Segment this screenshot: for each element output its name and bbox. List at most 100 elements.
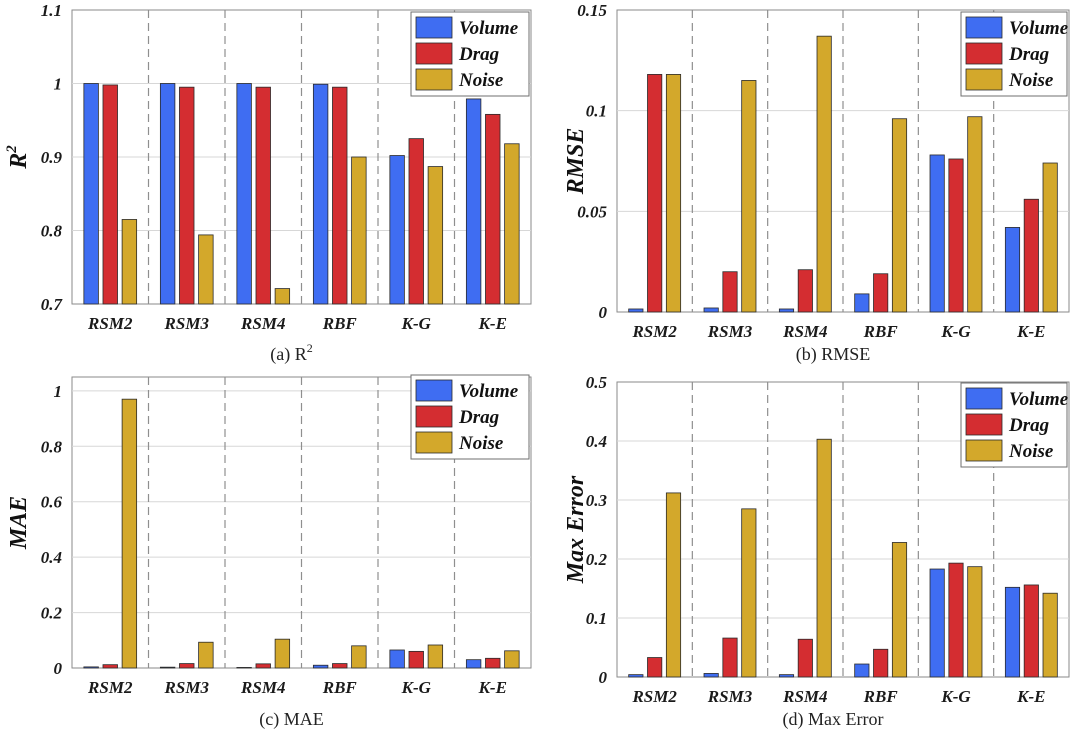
bar-drag-rbf	[873, 648, 889, 678]
x-category-label: RSM2	[631, 322, 677, 341]
x-category-label: K-G	[401, 678, 432, 697]
bar-noise-k-g	[967, 566, 983, 678]
bar-noise-k-g	[967, 116, 983, 313]
legend-swatch-noise	[965, 68, 1003, 91]
bar-drag-rsm4	[797, 269, 813, 313]
bar-drag-k-e	[1023, 584, 1039, 678]
legend-swatch-volume	[965, 387, 1003, 410]
y-axis-label-superscript: 2	[4, 145, 20, 154]
bar-noise-rbf	[351, 645, 367, 669]
y-axis-label-text: MAE	[6, 496, 32, 550]
x-category-label: RSM3	[164, 314, 210, 333]
y-tick-label: 0.2	[586, 550, 608, 569]
bar-drag-k-g	[408, 650, 424, 669]
bar-volume-rsm4	[778, 308, 795, 313]
bar-drag-rsm3	[722, 637, 738, 678]
y-tick-label: 0.05	[577, 202, 607, 221]
x-category-label: RSM4	[782, 322, 827, 341]
x-category-label: K-G	[940, 687, 971, 706]
y-axis-label: MAE	[6, 496, 32, 550]
y-tick-label: 0.2	[41, 604, 63, 623]
panel-caption-text: (a) R	[270, 344, 306, 365]
y-tick-label: 0.1	[586, 609, 607, 628]
bar-volume-rsm3	[159, 83, 176, 305]
x-category-label: RSM4	[782, 687, 827, 706]
bar-drag-k-g	[948, 158, 964, 313]
bar-drag-rsm2	[102, 664, 118, 669]
bar-drag-rsm2	[647, 74, 663, 313]
bar-noise-rsm4	[274, 288, 291, 305]
bar-noise-rbf	[891, 118, 908, 313]
y-axis-label: Max Error	[563, 475, 589, 584]
x-category-label: RBF	[863, 322, 899, 341]
bar-volume-rsm4	[236, 667, 252, 669]
bar-noise-rsm3	[198, 234, 214, 305]
legend-swatch-drag	[415, 405, 453, 428]
bar-drag-rsm3	[179, 86, 195, 305]
panel-caption-superscript: 2	[307, 341, 313, 355]
y-tick-label: 0.15	[577, 1, 607, 20]
bar-noise-rbf	[351, 156, 367, 305]
bar-drag-k-g	[408, 138, 424, 305]
bar-volume-rsm3	[703, 673, 719, 678]
bar-noise-rsm3	[198, 641, 214, 669]
legend-swatch-noise	[965, 439, 1003, 462]
legend-label-drag: Drag	[1008, 415, 1049, 436]
bar-noise-k-e	[1042, 162, 1058, 313]
legend-swatch-drag	[965, 42, 1003, 65]
bar-volume-rsm4	[236, 83, 252, 305]
bar-volume-rbf	[854, 293, 870, 313]
bar-volume-k-g	[929, 154, 945, 313]
legend-label-noise: Noise	[1008, 70, 1054, 91]
bar-drag-k-e	[1023, 198, 1039, 313]
bar-noise-rsm3	[741, 80, 757, 313]
bar-volume-rbf	[854, 663, 870, 678]
bar-volume-rsm4	[778, 674, 795, 678]
bar-drag-rsm4	[255, 86, 271, 305]
panel-caption-text: (b) RMSE	[796, 344, 871, 365]
bar-volume-rbf	[312, 83, 329, 305]
panel-caption-text: (c) MAE	[259, 709, 323, 730]
x-category-label: RSM3	[707, 322, 753, 341]
legend-swatch-noise	[415, 68, 453, 91]
bar-drag-rsm2	[647, 657, 663, 678]
x-category-label: RBF	[322, 314, 358, 333]
x-category-label: RBF	[322, 678, 358, 697]
bar-volume-rsm2	[628, 674, 644, 678]
legend-label-volume: Volume	[1009, 18, 1069, 39]
bar-drag-k-e	[485, 657, 501, 669]
bar-volume-k-e	[1004, 586, 1021, 678]
bar-noise-k-g	[427, 166, 444, 305]
y-axis-label-text: RMSE	[563, 128, 589, 196]
bar-noise-k-e	[1042, 592, 1058, 678]
legend-label-noise: Noise	[1008, 441, 1054, 462]
bar-volume-rsm2	[83, 83, 99, 305]
panel-caption-text: (d) Max Error	[783, 709, 884, 730]
bar-volume-k-g	[389, 155, 405, 305]
y-tick-label: 0.8	[41, 437, 63, 456]
bar-volume-k-e	[1004, 227, 1021, 313]
bar-volume-rbf	[312, 664, 329, 669]
legend-label-volume: Volume	[1009, 389, 1069, 410]
legend-label-drag: Drag	[458, 44, 499, 65]
bar-drag-rbf	[332, 663, 348, 669]
legend-swatch-drag	[965, 413, 1003, 436]
bar-noise-rsm2	[121, 398, 138, 669]
bar-drag-rsm2	[102, 84, 118, 305]
legend-label-drag: Drag	[458, 407, 499, 428]
bar-volume-rsm3	[703, 307, 719, 313]
bar-drag-rsm3	[722, 271, 738, 313]
y-tick-label: 0.3	[586, 491, 608, 510]
bar-noise-rsm3	[741, 508, 757, 678]
y-axis-label: RMSE	[563, 128, 589, 196]
bar-noise-k-g	[427, 644, 444, 669]
bar-drag-k-e	[485, 113, 501, 305]
panel-max-error-chart: 0 0.1 0.2 0.3 0.4 0.5 RSM2 RSM3 RSM4 RBF K-G K-E Max…	[563, 373, 1070, 730]
bar-volume-rsm3	[159, 666, 176, 669]
y-tick-label: 0.7	[41, 295, 64, 314]
panel-mae-chart: 0 0.2 0.4 0.6 0.8 1 RSM2 RSM3 RSM4 RBF K-G K-E MAE (c…	[6, 374, 532, 730]
bar-drag-rbf	[873, 273, 889, 313]
panel-caption: (b) RMSE	[796, 344, 871, 365]
